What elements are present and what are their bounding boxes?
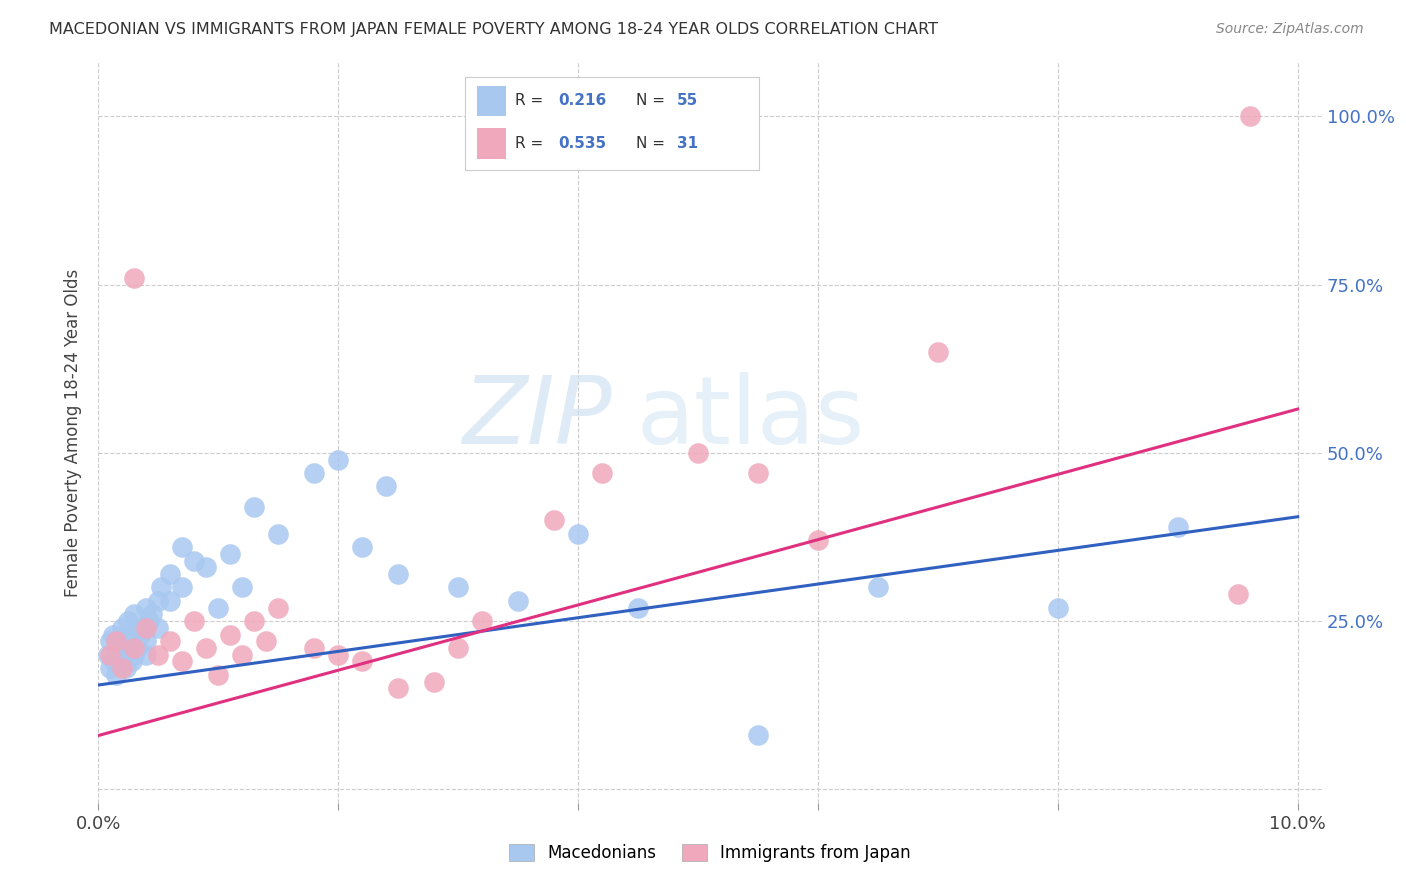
Point [508, 594, 530, 608]
Point [121, 655, 143, 669]
Point [172, 581, 194, 595]
Point [447, 581, 470, 595]
Point [207, 668, 229, 682]
Point [115, 661, 138, 675]
Point [172, 655, 194, 669]
Point [219, 627, 242, 641]
Point [471, 614, 494, 628]
Point [267, 526, 290, 541]
Point [135, 621, 157, 635]
Point [111, 634, 134, 648]
Point [304, 640, 326, 655]
Point [108, 655, 131, 669]
Point [1167, 520, 1189, 534]
Point [567, 526, 589, 541]
Point [111, 661, 134, 675]
Point [101, 627, 124, 641]
Point [1226, 587, 1249, 601]
Point [352, 655, 374, 669]
Text: ZIP: ZIP [463, 372, 612, 463]
Point [105, 648, 128, 662]
Point [747, 466, 769, 480]
Point [447, 640, 470, 655]
Point [866, 581, 889, 595]
Point [543, 513, 565, 527]
Point [148, 621, 170, 635]
Point [159, 566, 181, 581]
Point [195, 640, 218, 655]
Point [103, 655, 125, 669]
Text: Source: ZipAtlas.com: Source: ZipAtlas.com [1216, 22, 1364, 37]
Point [686, 446, 709, 460]
Point [807, 533, 830, 548]
Point [231, 581, 253, 595]
Point [105, 634, 128, 648]
Text: MACEDONIAN VS IMMIGRANTS FROM JAPAN FEMALE POVERTY AMONG 18-24 YEAR OLDS CORRELA: MACEDONIAN VS IMMIGRANTS FROM JAPAN FEMA… [49, 22, 938, 37]
Point [124, 607, 146, 622]
Point [135, 634, 157, 648]
Point [135, 648, 157, 662]
Point [97, 648, 120, 662]
Point [254, 634, 277, 648]
Point [124, 640, 146, 655]
Point [747, 729, 769, 743]
Point [328, 648, 350, 662]
Point [183, 614, 205, 628]
Point [172, 540, 194, 554]
Legend: Macedonians, Immigrants from Japan: Macedonians, Immigrants from Japan [503, 837, 917, 869]
Point [243, 614, 266, 628]
Point [114, 640, 136, 655]
Point [129, 627, 152, 641]
Point [124, 648, 146, 662]
Point [117, 614, 139, 628]
Point [100, 648, 122, 662]
Point [117, 627, 139, 641]
Point [243, 500, 266, 514]
Point [267, 600, 290, 615]
Point [352, 540, 374, 554]
Point [148, 648, 170, 662]
Y-axis label: Female Poverty Among 18-24 Year Olds: Female Poverty Among 18-24 Year Olds [65, 268, 83, 597]
Point [100, 661, 122, 675]
Point [207, 600, 229, 615]
Point [591, 466, 613, 480]
Point [183, 553, 205, 567]
Point [138, 614, 160, 628]
Point [328, 452, 350, 467]
Point [159, 594, 181, 608]
Point [141, 607, 163, 622]
Point [124, 270, 146, 285]
Point [423, 674, 446, 689]
Text: atlas: atlas [637, 372, 865, 464]
Point [927, 344, 949, 359]
Point [375, 479, 398, 493]
Point [148, 594, 170, 608]
Point [124, 634, 146, 648]
Point [135, 600, 157, 615]
Point [105, 668, 128, 682]
Point [100, 634, 122, 648]
Point [304, 466, 326, 480]
Point [159, 634, 181, 648]
Point [111, 648, 134, 662]
Point [1046, 600, 1069, 615]
Point [231, 648, 253, 662]
Point [387, 681, 409, 696]
Point [219, 547, 242, 561]
Point [627, 600, 650, 615]
Point [129, 621, 152, 635]
Point [108, 640, 131, 655]
Point [149, 581, 172, 595]
Point [111, 621, 134, 635]
Point [387, 566, 409, 581]
Point [195, 560, 218, 574]
Point [1239, 109, 1261, 123]
Point [125, 640, 148, 655]
